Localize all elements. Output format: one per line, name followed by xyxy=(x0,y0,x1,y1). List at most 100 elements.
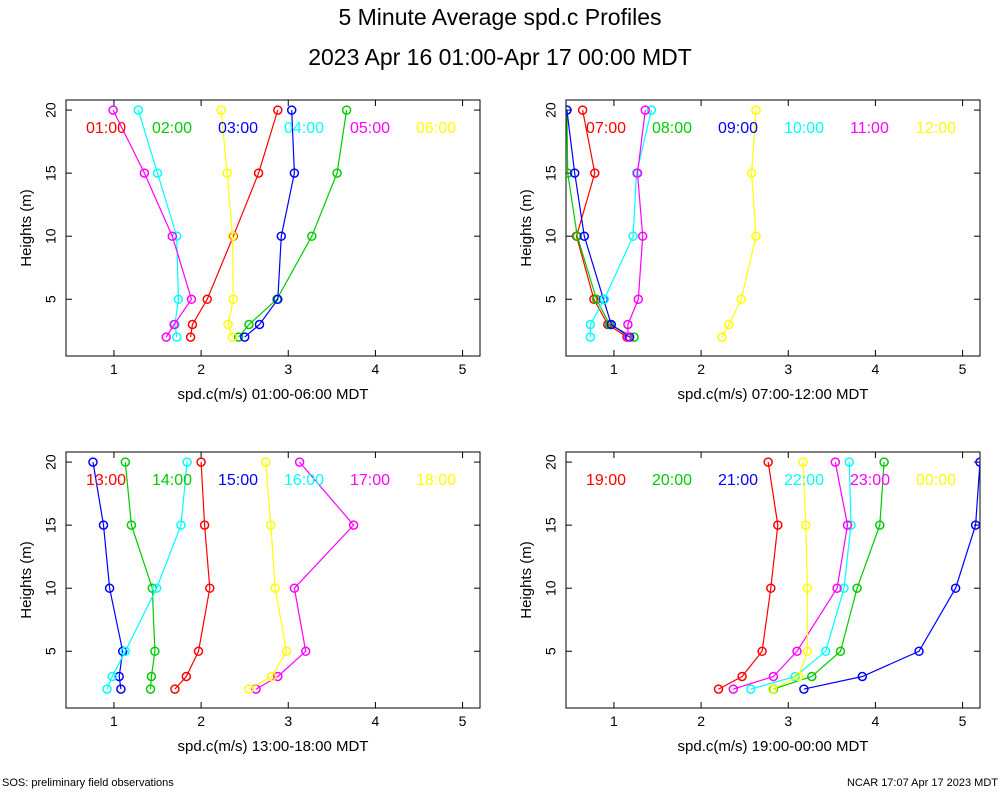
data-point xyxy=(133,105,144,115)
data-point xyxy=(185,332,196,342)
legend-label-0400: 04:00 xyxy=(284,120,324,137)
data-point xyxy=(914,646,924,657)
data-point xyxy=(569,168,580,178)
y-tick-label: 20 xyxy=(543,454,559,470)
data-point xyxy=(832,583,842,593)
y-tick-label: 15 xyxy=(543,165,559,181)
y-tick-label: 20 xyxy=(543,102,559,118)
data-point xyxy=(629,332,639,342)
data-point xyxy=(307,231,317,241)
x-tick-label: 1 xyxy=(610,713,618,729)
data-point xyxy=(737,671,747,682)
data-point xyxy=(173,294,184,305)
data-point xyxy=(199,520,210,530)
data-point xyxy=(266,520,276,530)
x-tick-label: 1 xyxy=(610,361,618,377)
data-point xyxy=(260,457,271,467)
data-point xyxy=(196,457,206,467)
series-line-1900 xyxy=(718,462,779,690)
series-line-1200 xyxy=(721,110,757,338)
y-tick-label: 5 xyxy=(43,295,59,303)
x-tick-label: 5 xyxy=(459,713,467,729)
data-point xyxy=(566,168,573,178)
legend-label-2200: 22:00 xyxy=(784,472,824,489)
legend-label-1700: 17:00 xyxy=(350,472,390,489)
data-point xyxy=(766,583,776,593)
data-point xyxy=(244,319,254,330)
data-point xyxy=(348,520,359,530)
data-point xyxy=(294,457,305,467)
series-line-0600 xyxy=(220,110,234,338)
x-tick-label: 4 xyxy=(372,361,380,377)
series-group xyxy=(566,105,761,342)
data-point xyxy=(289,168,300,178)
data-point xyxy=(792,646,802,657)
x-tick-label: 4 xyxy=(372,713,380,729)
x-axis-label: spd.c(m/s) 19:00-00:00 MDT xyxy=(678,738,869,755)
data-point xyxy=(637,231,648,241)
data-point xyxy=(205,583,215,593)
data-point xyxy=(104,583,115,593)
data-point xyxy=(120,646,131,657)
data-point xyxy=(161,332,171,342)
data-point xyxy=(114,671,124,682)
data-point xyxy=(286,105,297,115)
series-line-2200 xyxy=(750,462,852,690)
data-point xyxy=(746,168,757,178)
x-tick-label: 3 xyxy=(284,713,292,729)
data-point xyxy=(223,319,233,330)
data-point xyxy=(590,168,600,178)
data-point xyxy=(222,168,232,178)
data-point xyxy=(875,520,885,530)
legend-label-0500: 05:00 xyxy=(350,120,390,137)
data-point xyxy=(757,646,767,657)
data-point xyxy=(227,332,238,342)
data-point xyxy=(270,583,280,593)
data-point xyxy=(332,168,342,178)
legend-label-0900: 09:00 xyxy=(718,120,758,137)
data-point xyxy=(233,332,244,342)
data-point xyxy=(150,646,160,657)
plot-frame xyxy=(65,99,481,357)
plot-frame xyxy=(565,451,981,709)
x-tick-label: 3 xyxy=(284,361,292,377)
data-point xyxy=(767,684,778,694)
footer-timestamp: NCAR 17:07 Apr 17 2023 MDT xyxy=(846,777,998,789)
data-point xyxy=(623,332,633,342)
data-point xyxy=(151,583,162,593)
series-line-1800 xyxy=(248,462,288,690)
y-axis-label: Heights (m) xyxy=(518,541,535,619)
data-point xyxy=(176,520,186,530)
data-point xyxy=(802,583,813,593)
data-point xyxy=(98,520,109,530)
data-point xyxy=(857,671,868,682)
data-point xyxy=(239,332,250,342)
legend-label-0100: 01:00 xyxy=(86,120,126,137)
data-point xyxy=(341,105,352,115)
series-line-1400 xyxy=(124,462,156,690)
data-point xyxy=(186,294,197,305)
data-point xyxy=(182,457,192,467)
series-line-0400 xyxy=(137,109,180,338)
y-tick-label: 20 xyxy=(43,102,59,118)
data-point xyxy=(216,105,226,115)
data-point xyxy=(181,671,192,682)
data-point xyxy=(266,671,277,682)
x-tick-label: 3 xyxy=(784,361,792,377)
y-tick-label: 20 xyxy=(43,454,59,470)
data-point xyxy=(300,646,311,657)
data-point xyxy=(566,105,572,115)
legend-label-1100: 11:00 xyxy=(850,120,889,137)
legend-label-0000: 00:00 xyxy=(916,472,956,489)
series-line-1100 xyxy=(627,110,646,338)
y-tick-label: 5 xyxy=(543,647,559,655)
series-group xyxy=(88,457,359,694)
data-point xyxy=(799,684,809,694)
y-tick-label: 10 xyxy=(543,228,559,244)
data-point xyxy=(773,520,783,530)
data-point xyxy=(839,583,849,593)
y-tick-label: 15 xyxy=(43,165,59,181)
plot-frame xyxy=(565,99,981,357)
data-point xyxy=(599,294,610,305)
x-tick-label: 2 xyxy=(697,713,705,729)
